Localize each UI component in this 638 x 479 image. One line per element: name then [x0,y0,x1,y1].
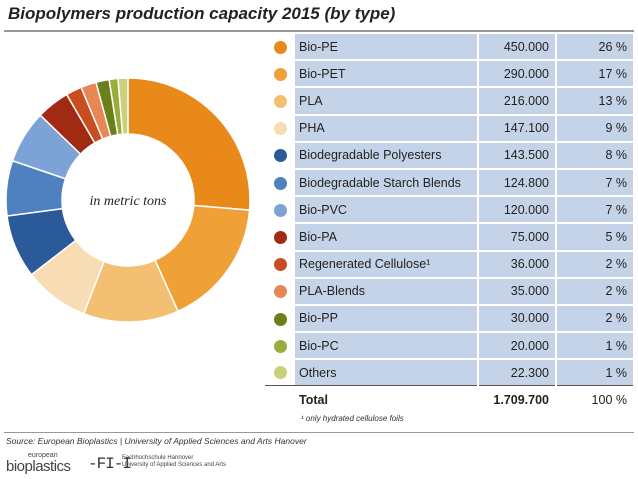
legend-swatch-icon [273,41,287,55]
legend-label: Others [295,359,479,386]
legend-label: Bio-PET [295,60,479,89]
source-note: Source: European Bioplastics | Universit… [6,436,307,446]
total-label: Total [295,385,479,414]
legend-swatch-icon [273,122,287,136]
legend-swatch-icon [273,366,287,380]
legend-percent: 7 % [556,196,633,225]
legend-value: 143.500 [478,141,557,170]
legend-swatch-icon [273,339,287,353]
legend-row-biodegradable-polyesters: Biodegradable Polyesters 143.500 8 % [265,141,633,170]
legend-label: Biodegradable Polyesters [295,141,479,170]
legend-label: Bio-PA [295,223,479,252]
logo-eb-small-text: european [28,452,58,459]
hannover-logo-mark: -FI-I [88,455,132,473]
legend-swatch-icon [273,176,287,190]
legend-label: Biodegradable Starch Blends [295,168,479,198]
legend-percent: 1 % [556,332,633,361]
slice-others [117,77,129,136]
legend-value: 120.000 [478,196,557,225]
legend-row-regenerated-cellulose: Regenerated Cellulose¹ 36.000 2 % [265,250,633,279]
legend-percent: 5 % [556,223,633,252]
hannover-logo-line1: Fachhochschule Hannover [122,455,194,461]
legend-percent: 2 % [556,250,633,279]
legend-value: 124.800 [478,168,557,198]
legend-value: 450.000 [478,34,557,62]
legend-percent: 2 % [556,304,633,334]
legend-percent: 17 % [556,60,633,89]
legend-value: 147.100 [478,114,557,143]
legend-row-bio-pp: Bio-PP 30.000 2 % [265,304,633,334]
legend-value: 30.000 [478,304,557,334]
legend-label: Bio-PVC [295,196,479,225]
european-bioplastics-logo: european bioplastics [6,452,76,475]
legend-swatch-icon [273,258,287,272]
legend-value: 75.000 [478,223,557,252]
legend-row-others: Others 22.300 1 % [265,359,633,386]
legend-label: Regenerated Cellulose¹ [295,250,479,279]
legend-percent: 2 % [556,277,633,306]
legend-row-biodegradable-starch-blends: Biodegradable Starch Blends 124.800 7 % [265,168,633,198]
legend-value: 22.300 [478,359,557,386]
total-percent: 100 % [556,385,633,414]
legend-value: 290.000 [478,60,557,89]
legend-value: 36.000 [478,250,557,279]
legend-label: Bio-PC [295,332,479,361]
legend-label: PLA [295,87,479,116]
legend-percent: 13 % [556,87,633,116]
legend-swatch-icon [273,231,287,244]
hannover-logo-text: Fachhochschule Hannover University of Ap… [122,455,226,469]
chart-title: Biopolymers production capacity 2015 (by… [8,4,396,23]
legend-label: PLA-Blends [295,277,479,306]
footer-divider [4,432,634,433]
legend-percent: 9 % [556,114,633,143]
legend-swatch-icon [273,203,287,217]
total-row: Total 1.709.700 100 % [265,385,633,414]
legend-row-pha: PHA 147.100 9 % [265,114,633,143]
legend-swatch-icon [273,312,287,326]
legend-value: 20.000 [478,332,557,361]
legend-label: Bio-PE [295,34,479,62]
legend-table: Bio-PE 450.000 26 % Bio-PET 290.000 17 % PLA 21… [265,34,633,414]
legend-swatch-icon [273,285,287,299]
legend-value: 216.000 [478,87,557,116]
legend-row-bio-pet: Bio-PET 290.000 17 % [265,60,633,89]
chart-center-label: in metric tons [90,194,168,209]
footnote: ¹ only hydrated cellulose foils [301,414,404,423]
legend-row-bio-pa: Bio-PA 75.000 5 % [265,223,633,252]
legend-percent: 7 % [556,168,633,198]
legend-label: Bio-PP [295,304,479,334]
legend-percent: 26 % [556,34,633,62]
title-divider [4,30,634,32]
legend-swatch-icon [273,95,287,109]
slice-bio-pe [127,77,251,211]
legend-row-bio-pc: Bio-PC 20.000 1 % [265,332,633,361]
hannover-logo-line2: University of Applied Sciences and Arts [122,462,227,468]
legend-value: 35.000 [478,277,557,306]
legend-swatch-icon [273,67,287,81]
logo-eb-text: bioplastics [6,458,71,475]
legend-row-pla: PLA 216.000 13 % [265,87,633,116]
legend-percent: 8 % [556,141,633,170]
legend-row-pla-blends: PLA-Blends 35.000 2 % [265,277,633,306]
legend-swatch-icon [273,149,287,163]
legend-row-bio-pvc: Bio-PVC 120.000 7 % [265,196,633,225]
total-value: 1.709.700 [478,385,557,414]
legend-percent: 1 % [556,359,633,386]
donut-chart: in metric tons [5,77,251,323]
legend-label: PHA [295,114,479,143]
legend-row-bio-pe: Bio-PE 450.000 26 % [265,34,633,62]
